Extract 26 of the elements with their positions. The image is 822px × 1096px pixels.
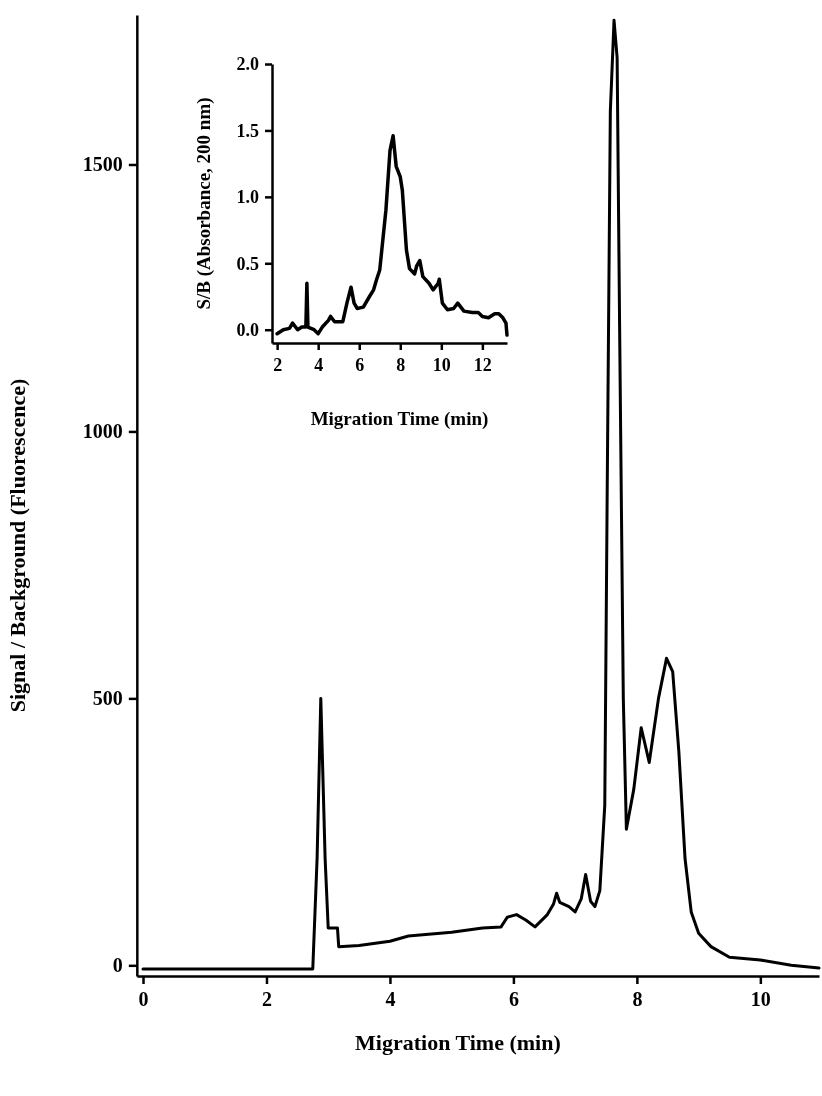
y-tick-label: 0.5: [236, 253, 259, 274]
x-axis-title: Migration Time (min): [355, 1030, 561, 1055]
y-tick-label: 500: [92, 687, 123, 710]
x-tick-label: 4: [314, 354, 324, 375]
y-axis-title: S/B (Absorbance, 200 nm): [193, 97, 215, 310]
y-tick-label: 0.0: [236, 319, 259, 340]
x-tick-label: 10: [432, 354, 451, 375]
y-tick-label: 1000: [82, 420, 123, 443]
x-tick-label: 10: [750, 988, 771, 1011]
y-tick-label: 1.5: [236, 120, 259, 141]
y-tick-label: 2.0: [236, 54, 259, 75]
x-tick-label: 4: [385, 988, 396, 1011]
y-tick-label: 1500: [82, 153, 123, 176]
x-tick-label: 6: [355, 354, 365, 375]
x-axis-title: Migration Time (min): [310, 408, 489, 430]
x-tick-label: 12: [473, 354, 492, 375]
y-tick-label: 1.0: [236, 187, 259, 208]
x-tick-label: 2: [261, 988, 272, 1011]
x-tick-label: 8: [396, 354, 406, 375]
x-tick-label: 6: [508, 988, 519, 1011]
line-series: [141, 18, 821, 971]
y-axis-title: Signal / Background (Fluorescence): [4, 378, 30, 713]
x-tick-label: 8: [632, 988, 643, 1011]
y-tick-label: 0: [112, 954, 123, 977]
x-tick-label: 2: [273, 354, 283, 375]
x-tick-label: 0: [138, 988, 149, 1011]
